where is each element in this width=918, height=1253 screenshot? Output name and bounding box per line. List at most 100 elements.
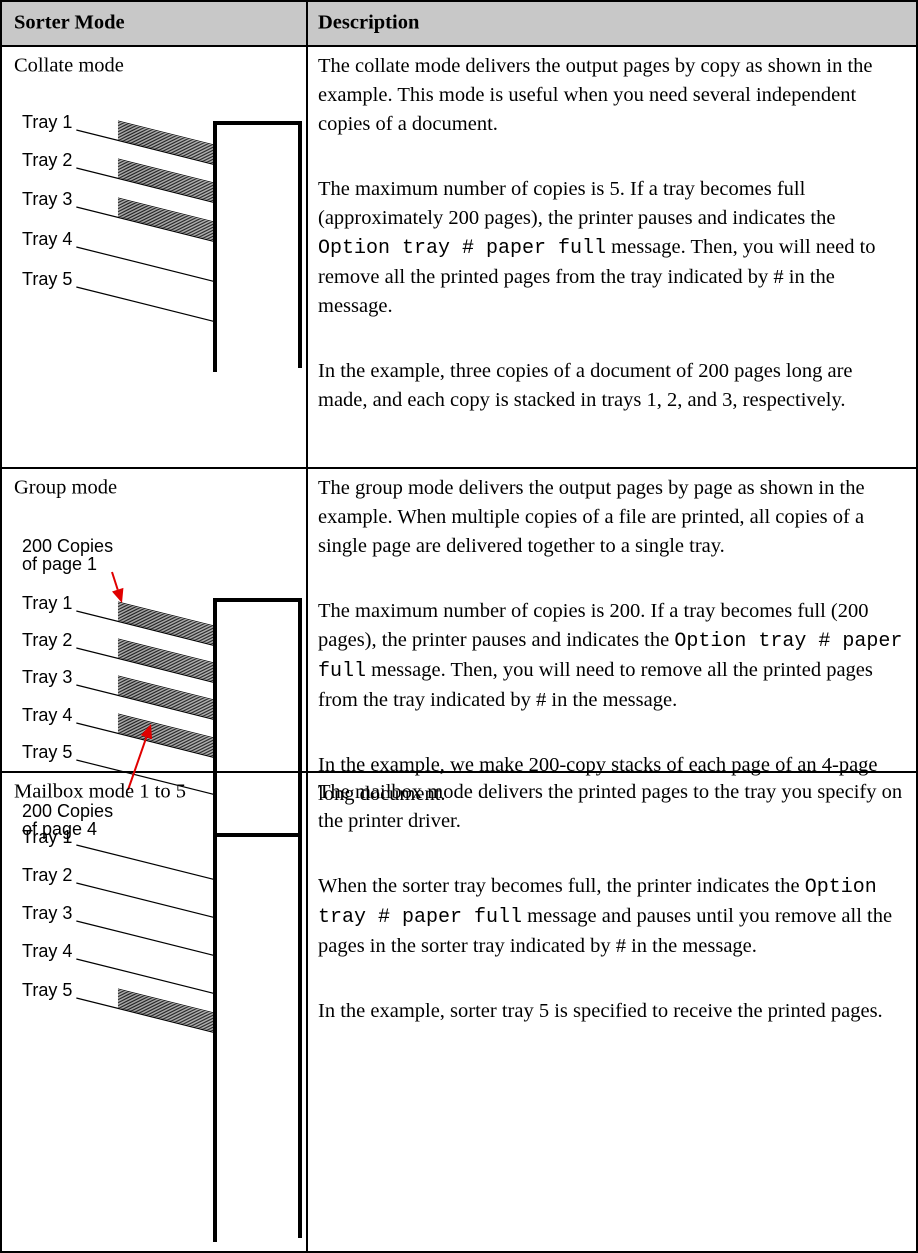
tray-line <box>76 684 216 721</box>
paper-stack <box>117 1006 216 1032</box>
paper-stack <box>117 991 216 1017</box>
paper-stack <box>117 990 216 1016</box>
paragraph: The maximum number of copies is 5. If a … <box>318 175 906 321</box>
paper-stack <box>117 128 216 154</box>
paper-stack <box>117 1000 216 1026</box>
paper-stack <box>117 134 216 160</box>
tray-line <box>76 997 216 1034</box>
paper-stack <box>117 653 216 679</box>
paper-stack <box>117 610 216 636</box>
arrow-head <box>140 724 153 740</box>
paper-stack <box>117 607 216 633</box>
paragraph: The mailbox mode delivers the printed pa… <box>318 781 903 832</box>
paper-stack <box>117 678 216 704</box>
paper-stack <box>117 138 216 164</box>
paper-stack <box>117 638 216 664</box>
description: The collate mode delivers the output pag… <box>318 52 906 451</box>
paper-stack <box>117 161 216 187</box>
description: The mailbox mode delivers the printed pa… <box>318 778 906 1062</box>
paper-stack <box>117 167 216 193</box>
paper-stack <box>117 716 216 742</box>
copies-label: of page 4 <box>22 819 97 839</box>
paper-stack <box>117 656 216 682</box>
paper-stack <box>117 728 216 754</box>
paper-stack <box>117 125 216 151</box>
paper-stack <box>117 123 216 149</box>
arrow <box>111 571 119 590</box>
paper-stack <box>117 1005 216 1031</box>
paper-stack <box>117 176 216 202</box>
paper-stack <box>117 606 216 632</box>
paper-stack <box>117 677 216 703</box>
paper-stack <box>117 603 216 629</box>
text: message and pauses until you remove all … <box>318 905 893 957</box>
paper-stack <box>117 680 216 706</box>
paper-stack <box>117 209 216 235</box>
copies-label: 200 Copies <box>22 801 113 821</box>
text: When the sorter tray becomes full, the p… <box>318 875 805 897</box>
tray-label: Tray 4 <box>22 941 72 961</box>
header-cell: Description <box>318 12 420 34</box>
tray-label: Tray 5 <box>22 980 72 1000</box>
paper-stack <box>117 200 216 226</box>
description: The group mode delivers the output pages… <box>318 474 906 845</box>
paper-stack <box>117 1003 216 1029</box>
paper-stack <box>117 725 216 751</box>
paper-stack <box>117 994 216 1020</box>
paper-stack <box>117 693 216 719</box>
paper-stack <box>117 647 216 673</box>
paper-stack <box>117 652 216 678</box>
tray-line <box>76 206 216 243</box>
paper-stack <box>117 172 216 198</box>
paper-stack <box>117 205 216 231</box>
paper-stack <box>117 724 216 750</box>
tray-label: Tray 1 <box>22 827 72 847</box>
tray-label: Tray 3 <box>22 667 72 687</box>
message-code: Option tray # paper full <box>318 630 903 683</box>
paper-stack <box>117 202 216 228</box>
paper-stack <box>117 132 216 158</box>
paper-stack <box>117 689 216 715</box>
paper-stack <box>117 1002 216 1028</box>
paper-stack <box>117 163 216 189</box>
paper-stack <box>117 126 216 152</box>
paper-stack <box>117 164 216 190</box>
tray-line <box>76 610 216 647</box>
message-code: Option tray # paper full <box>318 237 607 260</box>
paper-stack <box>117 722 216 748</box>
tray-line <box>76 882 216 919</box>
paragraph: In the example, three copies of a docume… <box>318 360 853 411</box>
tray-label: Tray 4 <box>22 705 72 725</box>
sorter-frame <box>213 598 302 858</box>
tray-label: Tray 1 <box>22 112 72 132</box>
paper-stack <box>117 640 216 666</box>
paper-stack <box>117 715 216 741</box>
paper-stack <box>117 135 216 161</box>
paper-stack <box>117 692 216 718</box>
tray-line <box>76 958 216 995</box>
paper-stack <box>117 609 216 635</box>
paper-stack <box>117 175 216 201</box>
paragraph: The maximum number of copies is 200. If … <box>318 597 906 715</box>
tray-label: Tray 5 <box>22 269 72 289</box>
text: message. Then, you will need to remove a… <box>318 659 873 711</box>
paper-stack <box>117 721 216 747</box>
paper-stack <box>117 690 216 716</box>
tray-line <box>76 246 216 283</box>
paragraph: The group mode delivers the output pages… <box>318 477 865 557</box>
paper-stack <box>117 211 216 237</box>
tray-line <box>76 167 216 204</box>
paragraph: The collate mode delivers the output pag… <box>318 55 873 135</box>
paper-stack <box>117 120 216 146</box>
tray-label: Tray 2 <box>22 630 72 650</box>
paper-stack <box>117 619 216 645</box>
paper-stack <box>117 618 216 644</box>
paper-stack <box>117 199 216 225</box>
paper-stack <box>117 684 216 710</box>
paper-stack <box>117 687 216 713</box>
header-background <box>0 0 918 46</box>
tray-line <box>76 129 216 166</box>
text: The maximum number of copies is 5. If a … <box>318 178 836 229</box>
paper-stack <box>117 613 216 639</box>
